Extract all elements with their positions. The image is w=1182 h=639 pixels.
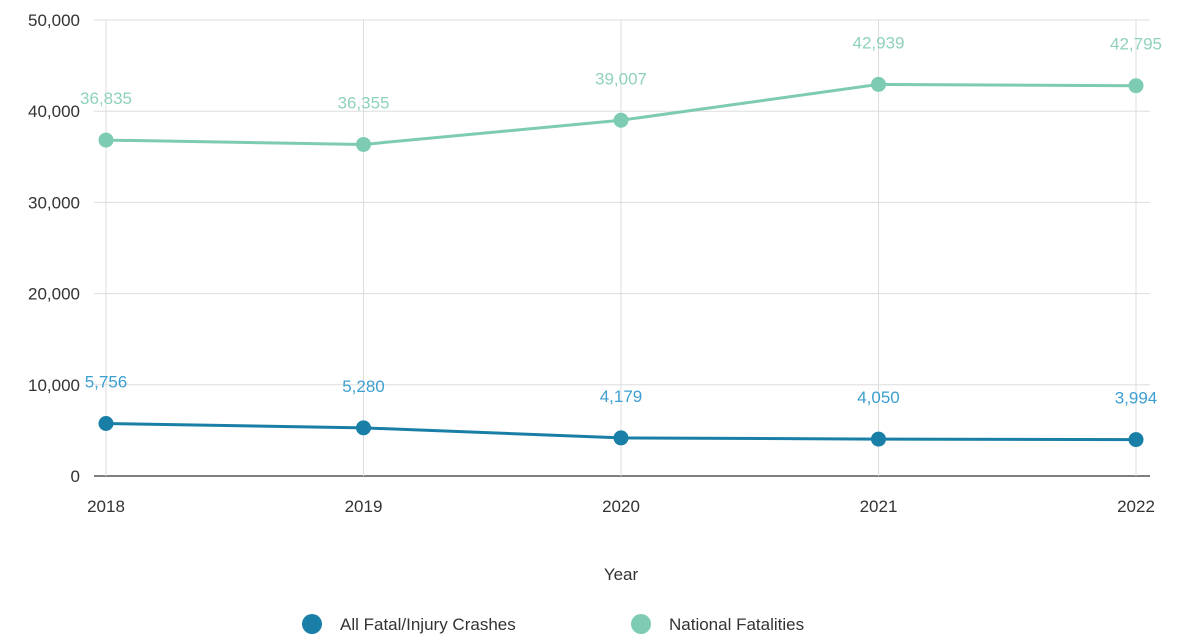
- axis-layer: 0 10,000 20,000 30,000 40,000 50,000 2018 2019 2…: [28, 11, 1155, 516]
- data-point: [1128, 78, 1144, 94]
- data-point: [871, 431, 886, 447]
- data-point: [1128, 432, 1144, 448]
- x-axis-title: Year: [604, 565, 639, 584]
- data-label: 36,355: [338, 93, 390, 112]
- legend: All Fatal/Injury Crashes National Fatalit…: [302, 614, 804, 634]
- data-point: [356, 136, 371, 152]
- data-label: 3,994: [1115, 389, 1158, 408]
- x-tick-label: 2021: [860, 497, 898, 516]
- data-label: 39,007: [595, 69, 647, 88]
- data-label: 5,756: [85, 373, 128, 392]
- x-tick-label: 2022: [1117, 497, 1155, 516]
- legend-label: All Fatal/Injury Crashes: [340, 615, 516, 634]
- data-point: [871, 76, 886, 92]
- data-label: 5,280: [342, 377, 385, 396]
- legend-marker: [631, 614, 651, 634]
- y-tick-label: 50,000: [28, 11, 80, 30]
- y-tick-label: 10,000: [28, 376, 80, 395]
- x-tick-label: 2019: [345, 497, 383, 516]
- data-label: 42,939: [853, 33, 905, 52]
- y-tick-label: 40,000: [28, 102, 80, 121]
- legend-marker: [302, 614, 322, 634]
- x-tick-label: 2018: [87, 497, 125, 516]
- grid-layer: [94, 19, 1150, 477]
- data-label: 42,795: [1110, 35, 1162, 54]
- data-point: [613, 112, 629, 128]
- data-point: [98, 416, 114, 432]
- data-point: [98, 132, 114, 148]
- data-label: 4,179: [600, 387, 643, 406]
- data-label: 36,835: [80, 89, 132, 108]
- y-tick-label: 20,000: [28, 285, 80, 304]
- y-tick-label: 30,000: [28, 193, 80, 212]
- x-tick-label: 2020: [602, 497, 640, 516]
- data-label-layer: 5,756 5,280 4,179 4,050 3,994 36,835 36,355 39,…: [80, 33, 1162, 407]
- data-point: [613, 430, 629, 446]
- legend-label: National Fatalities: [669, 615, 804, 634]
- data-label: 4,050: [857, 388, 900, 407]
- y-tick-label: 0: [71, 467, 80, 486]
- data-point: [356, 420, 371, 436]
- series-layer: [98, 76, 1144, 448]
